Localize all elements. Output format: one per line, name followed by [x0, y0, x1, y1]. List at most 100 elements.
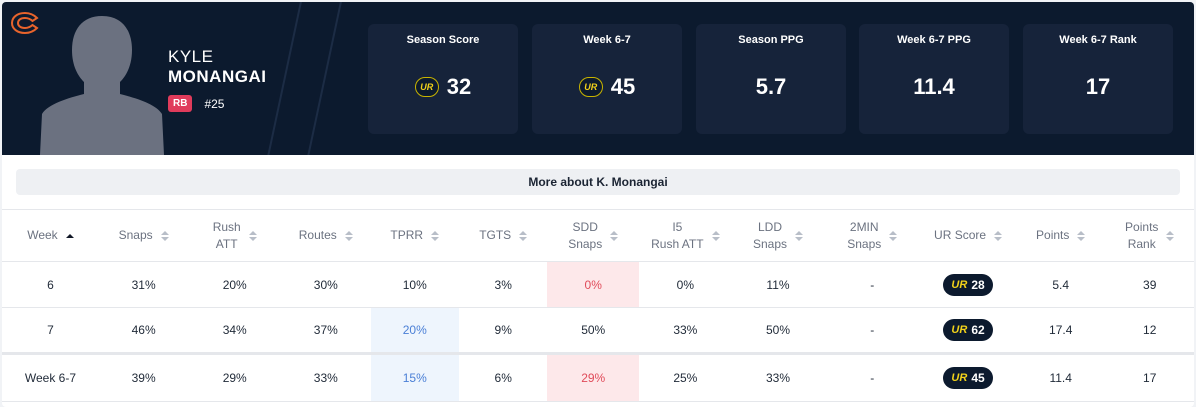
sort-icon [160, 230, 169, 241]
sort-icon [248, 230, 257, 241]
header-label: Rush ATT [651, 236, 704, 251]
ur-logo-icon: UR [951, 324, 968, 336]
header-divider [264, 2, 304, 155]
player-silhouette-icon [40, 16, 164, 155]
header-label: Rank [1127, 236, 1156, 251]
sort-icon [994, 230, 1003, 241]
stat-card-season-score: Season Score UR 32 [368, 24, 518, 134]
stat-value: UR 32 [368, 74, 518, 100]
cell-i5-rush-att: 25% [639, 352, 732, 402]
header-label: 2MIN [849, 219, 879, 234]
stat-number: 32 [446, 74, 472, 99]
cell-tprr: 20% [370, 307, 459, 354]
cell-routes: 30% [281, 261, 371, 308]
cell-tgts: 9% [458, 307, 548, 354]
header-label: Snaps [568, 236, 603, 251]
player-last-name: MONANGAI [168, 67, 267, 86]
cell-ur-score: UR 45 [920, 352, 1016, 402]
stat-label: Season PPG [738, 34, 804, 46]
sort-icon [431, 230, 440, 241]
stat-card-season-ppg: Season PPG 5.7 [696, 24, 846, 134]
team-logo-icon [10, 11, 39, 35]
column-header-points[interactable]: Points [1015, 209, 1106, 262]
header-label: Points [1036, 228, 1070, 242]
cell-snaps: 46% [98, 307, 189, 354]
header-label: I5 [672, 219, 683, 234]
ur-score-pill: UR 62 [943, 319, 993, 341]
column-header-snaps[interactable]: Snaps [98, 209, 189, 262]
header-label: LDD [757, 219, 782, 234]
column-header-tgts[interactable]: TGTS [458, 209, 548, 262]
position-badge: RB [168, 95, 193, 112]
column-header-sdd-snaps[interactable]: SDD Snaps [547, 209, 640, 262]
player-header: KYLE MONANGAI RB #25 Season Score UR 32 … [2, 2, 1194, 155]
column-header-tprr[interactable]: TPRR [370, 209, 459, 262]
cell-tprr: 15% [370, 352, 459, 402]
header-label: Routes [298, 228, 337, 242]
stat-label: Week 6-7 Rank [1059, 34, 1137, 46]
header-label: UR Score [934, 228, 987, 242]
cell-i5-rush-att: 33% [639, 307, 732, 354]
header-label: TPRR [390, 228, 424, 242]
weekly-stats-table: Week Snaps Rush ATT Routes TPRR TGTS SDD S… [2, 209, 1194, 402]
cell-ur-score: UR 28 [920, 261, 1016, 308]
stat-number: 5.7 [755, 74, 787, 99]
header-divider [304, 2, 344, 155]
player-name: KYLE MONANGAI [168, 47, 266, 87]
cell-points: 11.4 [1015, 352, 1106, 402]
stat-label: Week 6-7 PPG [897, 34, 971, 46]
stat-value: UR 45 [532, 74, 682, 100]
more-about-player-button[interactable]: More about K. Monangai [16, 169, 1180, 195]
cell-rush-att: 34% [188, 307, 282, 354]
cell-points-rank: 17 [1105, 352, 1194, 402]
cell-points: 17.4 [1015, 307, 1106, 354]
stat-value: 11.4 [859, 74, 1009, 100]
cell-i5-rush-att: 0% [639, 261, 732, 308]
header-label: Snaps [752, 236, 788, 251]
column-header-ur-score[interactable]: UR Score [920, 209, 1016, 262]
ur-score-value: 28 [971, 277, 985, 292]
table-header-row: Week Snaps Rush ATT Routes TPRR TGTS SDD S… [2, 209, 1194, 262]
header-label: SDD [572, 219, 598, 234]
cell-week: Week 6-7 [2, 352, 99, 402]
ur-score-pill: UR 45 [943, 367, 993, 389]
sort-icon [711, 230, 720, 241]
header-label: Snaps [118, 228, 153, 242]
cell-tprr: 10% [370, 261, 459, 308]
ur-logo-icon: UR [951, 372, 968, 384]
sort-icon [344, 230, 353, 241]
column-header-i5-rush-att[interactable]: I5 Rush ATT [639, 209, 732, 262]
cell-2min-snaps: - [824, 307, 921, 354]
cell-ldd-snaps: 50% [731, 307, 825, 354]
stat-number: 45 [610, 74, 636, 99]
header-label: Rush [212, 219, 241, 234]
cell-sdd-snaps: 29% [547, 352, 640, 402]
cell-points: 5.4 [1015, 261, 1106, 308]
stat-value: 5.7 [696, 74, 846, 100]
column-header-2min-snaps[interactable]: 2MIN Snaps [824, 209, 921, 262]
column-header-week[interactable]: Week [2, 209, 99, 262]
stat-card-week-score: Week 6-7 UR 45 [532, 24, 682, 134]
stat-card-week-ppg: Week 6-7 PPG 11.4 [859, 24, 1009, 134]
cell-2min-snaps: - [824, 261, 921, 308]
column-header-rush-att[interactable]: Rush ATT [188, 209, 282, 262]
sort-icon [610, 230, 619, 241]
column-header-routes[interactable]: Routes [281, 209, 371, 262]
stat-label: Week 6-7 [583, 34, 631, 46]
cell-snaps: 31% [98, 261, 189, 308]
cell-routes: 37% [281, 307, 371, 354]
cell-ldd-snaps: 33% [731, 352, 825, 402]
sort-icon [65, 233, 74, 238]
header-label: ATT [215, 236, 238, 251]
cell-snaps: 39% [98, 352, 189, 402]
table-row: 7 46% 34% 37% 20% 9% 50% 33% 50% - UR 62 … [2, 307, 1194, 354]
column-header-ldd-snaps[interactable]: LDD Snaps [731, 209, 825, 262]
cell-ldd-snaps: 11% [731, 261, 825, 308]
sort-icon [795, 230, 804, 241]
column-header-points-rank[interactable]: Points Rank [1105, 209, 1194, 262]
sort-icon [1166, 230, 1175, 241]
ur-score-value: 62 [971, 323, 985, 337]
ur-score-pill: UR 28 [943, 273, 993, 296]
cell-rush-att: 29% [188, 352, 282, 402]
